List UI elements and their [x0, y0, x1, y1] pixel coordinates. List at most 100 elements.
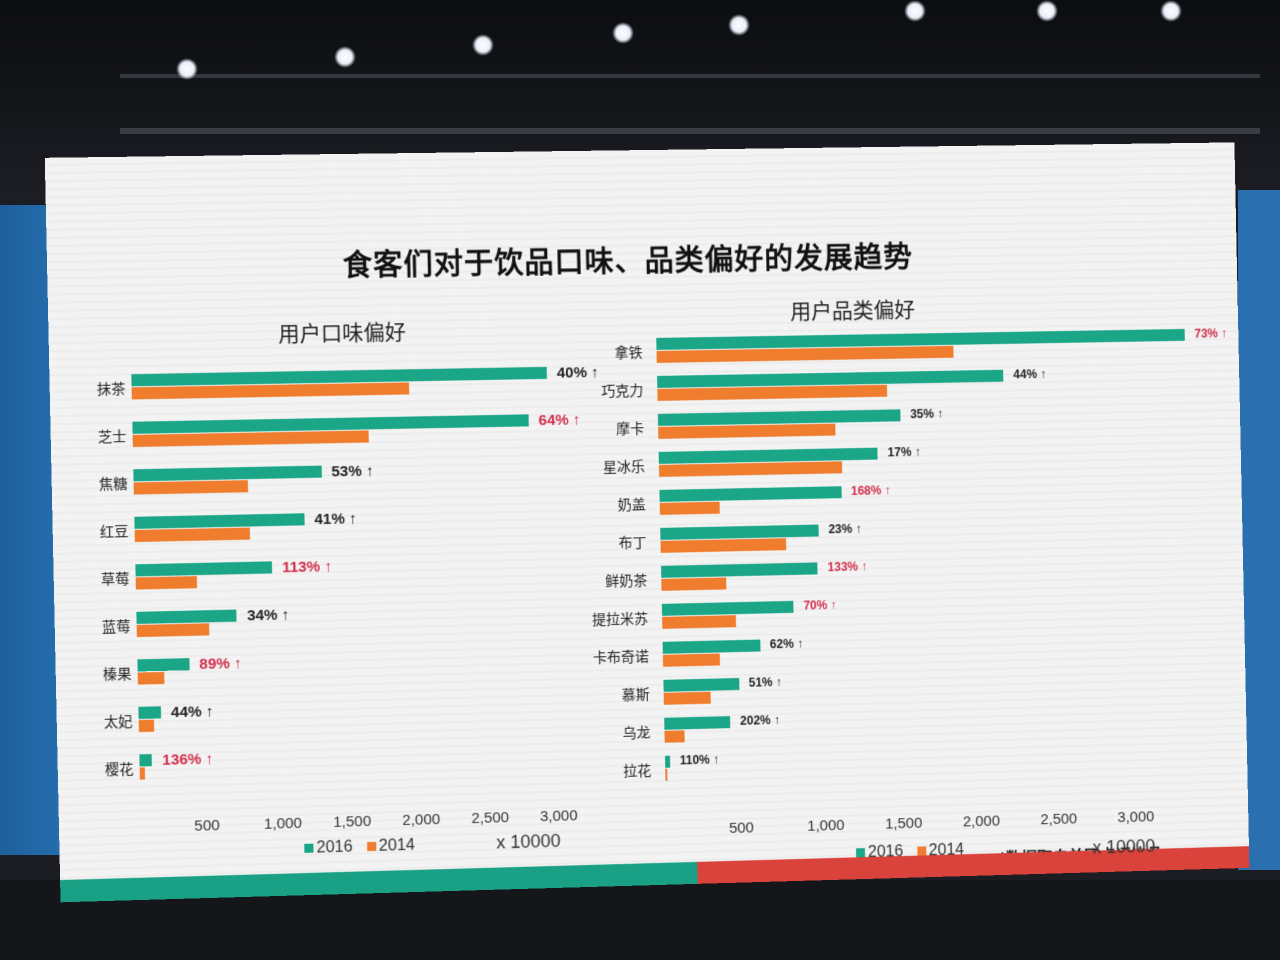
growth-label: 110% ↑ [680, 752, 720, 767]
growth-label: 34% ↑ [247, 606, 290, 624]
growth-label: 202% ↑ [740, 713, 780, 728]
growth-label: 89% ↑ [199, 655, 242, 673]
growth-label: 51% ↑ [749, 675, 782, 690]
growth-label: 64% ↑ [538, 411, 580, 429]
stage-light-icon [472, 34, 494, 56]
bar-2016 [663, 640, 760, 654]
category-label: 巧克力 [583, 380, 643, 401]
legend-label-2014: 2014 [929, 841, 964, 859]
bar-2014 [137, 623, 210, 637]
category-label: 慕斯 [589, 684, 649, 705]
legend-swatch-2014 [917, 847, 926, 856]
bar-2014 [135, 527, 251, 542]
category-label: 卡布奇诺 [589, 646, 649, 667]
axis-unit-label: x 10000 [1092, 836, 1155, 859]
bar-2014 [664, 692, 711, 705]
category-label: 芝士 [65, 426, 127, 447]
category-label: 星冰乐 [585, 456, 645, 477]
growth-label: 41% ↑ [314, 510, 357, 528]
category-label: 布丁 [586, 532, 646, 553]
bar-2014 [663, 653, 720, 666]
axis-tick-label: 2,000 [963, 813, 1000, 831]
growth-label: 35% ↑ [910, 407, 943, 422]
bar-2014 [140, 767, 146, 779]
stage-light-icon [176, 58, 198, 80]
growth-label: 17% ↑ [887, 445, 920, 460]
category-label: 摩卡 [584, 418, 644, 439]
bar-2016 [137, 658, 189, 671]
legend-swatch-2016 [304, 844, 313, 853]
category-label: 拿铁 [582, 342, 642, 363]
axis-unit-label: x 10000 [496, 831, 561, 854]
legend-swatch-2016 [856, 848, 865, 857]
bar-2014 [664, 730, 685, 743]
category-label: 草莓 [68, 568, 130, 590]
growth-label: 62% ↑ [770, 637, 803, 652]
bar-2014 [139, 720, 155, 733]
axis-tick-label: 1,500 [885, 815, 922, 833]
growth-label: 44% ↑ [1013, 367, 1046, 381]
category-label: 榛果 [70, 664, 132, 686]
axis-tick-label: 500 [729, 819, 754, 837]
bottom-stripe-red [697, 846, 1249, 884]
bar-2014 [665, 769, 668, 781]
growth-label: 23% ↑ [828, 522, 861, 537]
bar-2016 [133, 466, 321, 482]
bar-2016 [662, 601, 794, 616]
chart-legend: 2016 2014 [304, 837, 415, 858]
category-chart-title: 用户品类偏好 [790, 294, 915, 326]
stage-light-icon [334, 46, 356, 68]
growth-label: 133% ↑ [828, 559, 868, 574]
bar-2016 [663, 678, 739, 692]
stage-light-icon [728, 14, 750, 36]
growth-label: 168% ↑ [851, 483, 891, 498]
legend-label-2016: 2016 [316, 838, 352, 856]
category-label: 拉花 [591, 760, 651, 782]
growth-label: 53% ↑ [331, 463, 374, 481]
stage-light-icon [904, 0, 926, 22]
bar-2016 [664, 716, 730, 730]
flavor-chart-title: 用户口味偏好 [278, 316, 406, 348]
category-label: 焦糖 [66, 473, 128, 494]
bar-2016 [661, 562, 818, 577]
bar-2016 [139, 754, 152, 766]
axis-tick-label: 3,000 [540, 807, 578, 825]
growth-label: 73% ↑ [1194, 326, 1227, 340]
bar-2014 [138, 672, 165, 685]
bar-2014 [134, 480, 249, 494]
bar-2016 [136, 610, 237, 624]
stage-light-icon [1036, 0, 1058, 22]
axis-tick-label: 3,000 [1117, 808, 1154, 826]
axis-tick-label: 2,500 [1040, 810, 1077, 828]
bar-2016 [659, 486, 841, 502]
category-label: 抹茶 [64, 378, 126, 399]
category-label: 樱花 [72, 759, 134, 781]
category-label: 蓝莓 [69, 616, 131, 638]
growth-label: 40% ↑ [557, 364, 599, 382]
bar-2014 [659, 461, 842, 477]
bar-2016 [135, 561, 272, 576]
bar-2016 [134, 513, 304, 529]
bar-2014 [658, 424, 835, 439]
legend-label-2014: 2014 [379, 837, 415, 855]
category-label: 奶盖 [585, 494, 645, 515]
bar-2016 [658, 409, 901, 426]
growth-label: 113% ↑ [282, 558, 332, 576]
growth-label: 70% ↑ [803, 598, 836, 613]
axis-tick-label: 1,500 [333, 813, 371, 831]
legend-label-2016: 2016 [868, 843, 904, 861]
growth-label: 136% ↑ [162, 750, 213, 768]
bar-2016 [659, 448, 878, 464]
axis-tick-label: 2,000 [402, 811, 440, 829]
category-label: 红豆 [67, 521, 129, 543]
stage-light-icon [612, 22, 634, 44]
axis-tick-label: 1,000 [264, 815, 302, 833]
bar-2014 [660, 502, 720, 515]
legend-swatch-2014 [367, 842, 376, 851]
bar-2016 [660, 525, 818, 540]
bar-2014 [662, 615, 736, 629]
stage-light-icon [1160, 0, 1182, 22]
axis-tick-label: 2,500 [471, 809, 509, 827]
axis-tick-label: 1,000 [807, 817, 845, 835]
bar-2014 [136, 576, 198, 589]
